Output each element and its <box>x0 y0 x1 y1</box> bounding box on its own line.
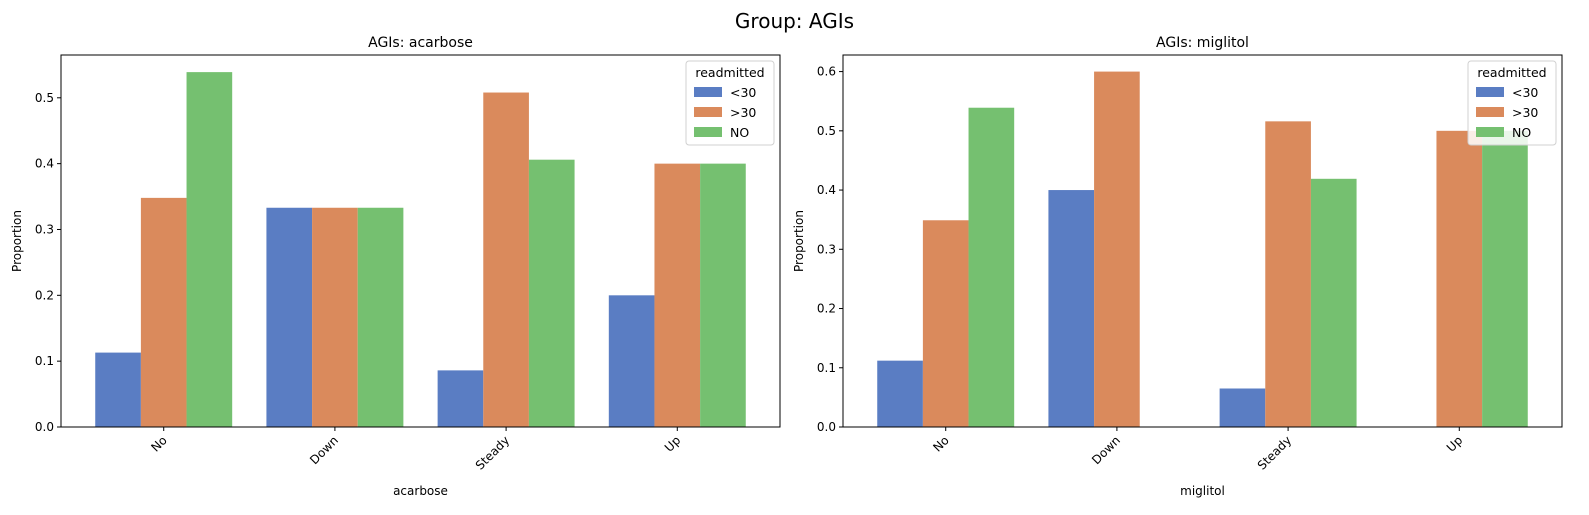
chart-2-panel: AGIs: miglitol 0.0 0.1 0.2 0.3 0.4 0.5 0.6 No Dow… <box>792 35 1563 498</box>
chart-1-bar <box>357 207 404 427</box>
chart-2-bar <box>1482 130 1528 427</box>
chart-1-bar <box>140 197 187 427</box>
chart-1-ytick-label: 0.5 <box>35 91 54 105</box>
chart-2-ytick-label: 0.3 <box>817 242 836 256</box>
chart-1-ytick-label: 0.4 <box>35 157 54 171</box>
chart-2-legend-swatch <box>1476 87 1504 97</box>
chart-2-bar <box>1310 178 1357 427</box>
chart-2-bar <box>877 360 923 427</box>
chart-1-legend-swatch <box>694 87 722 97</box>
chart-2-ytick-label: 0.4 <box>817 183 836 197</box>
chart-2-legend-label: <30 <box>1512 85 1538 100</box>
chart-1-ytick-label: 0.0 <box>35 420 54 434</box>
chart-2-plot-frame <box>842 54 1563 428</box>
chart-2-ytick-label: 0.1 <box>817 361 836 375</box>
chart-1-xtick-label: No <box>148 433 169 454</box>
chart-2-legend-label: NO <box>1512 125 1531 140</box>
chart-2-legend-box <box>1467 60 1557 146</box>
chart-2-bar <box>1265 121 1311 428</box>
chart-2-legend-title: readmitted <box>1477 65 1546 80</box>
chart-2-xtick-label: Down <box>1089 433 1123 467</box>
chart-1-bar <box>700 163 746 428</box>
chart-1-bar <box>528 159 575 428</box>
chart-1-panel: AGIs: acarbose 0.0 0.1 0.2 0.3 0.4 0.5 No Down St… <box>10 35 781 498</box>
chart-2-ytick-label: 0.5 <box>817 124 836 138</box>
chart-2-bar <box>1094 71 1140 427</box>
chart-2-title: AGIs: miglitol <box>1156 35 1249 51</box>
chart-2-bar <box>1219 388 1266 427</box>
chart-1-legend-swatch <box>694 107 722 117</box>
chart-1-bar <box>266 207 313 427</box>
chart-2-legend-swatch <box>1476 127 1504 137</box>
chart-2-xlabel: miglitol <box>1180 484 1225 498</box>
chart-1-bar <box>95 352 141 427</box>
chart-1-ytick-label: 0.2 <box>35 288 54 302</box>
chart-1-bar <box>437 370 484 427</box>
chart-1-bar <box>483 92 529 427</box>
chart-1-legend-label: >30 <box>730 105 756 120</box>
chart-1-bar <box>186 72 233 427</box>
chart-2-ytick-label: 0.0 <box>817 420 836 434</box>
chart-1-legend: readmitted <30 >30 NO <box>685 60 775 146</box>
chart-2-legend-label: >30 <box>1512 105 1538 120</box>
chart-1-bar <box>608 295 655 427</box>
chart-1-legend-box <box>685 60 775 146</box>
chart-1-ylabel: Proportion <box>10 210 24 272</box>
chart-1-bar <box>654 163 701 428</box>
chart-2-xtick-label: Up <box>1444 433 1466 455</box>
chart-2-xtick-label: Steady <box>1255 433 1294 472</box>
chart-2-xtick-label: No <box>930 433 951 454</box>
chart-1-xtick-label: Steady <box>473 433 512 472</box>
chart-2-bar <box>1436 130 1483 427</box>
chart-1-legend-title: readmitted <box>695 65 764 80</box>
chart-1-title: AGIs: acarbose <box>368 35 473 51</box>
chart-1-xtick-label: Down <box>307 433 341 467</box>
chart-1-legend-label: <30 <box>730 85 756 100</box>
chart-2-bar <box>922 220 969 427</box>
chart-1-legend-swatch <box>694 127 722 137</box>
chart-1-xlabel: acarbose <box>393 484 448 498</box>
chart-2-ytick-label: 0.2 <box>817 302 836 316</box>
chart-2-ytick-label: 0.6 <box>817 65 836 79</box>
chart-2-ylabel: Proportion <box>792 210 806 272</box>
chart-1-ytick-label: 0.3 <box>35 222 54 236</box>
chart-2-legend: readmitted <30 >30 NO <box>1467 60 1557 146</box>
chart-1-xtick-label: Up <box>662 433 684 455</box>
chart-2-bar <box>968 107 1015 428</box>
chart-1-legend-label: NO <box>730 125 749 140</box>
chart-2-bar <box>1048 190 1095 427</box>
chart-1-ytick-label: 0.1 <box>35 354 54 368</box>
chart-1-plot-frame <box>60 54 781 428</box>
chart-2-legend-swatch <box>1476 107 1504 117</box>
figure-suptitle: Group: AGIs <box>735 9 854 33</box>
chart-1-bar <box>312 207 358 427</box>
